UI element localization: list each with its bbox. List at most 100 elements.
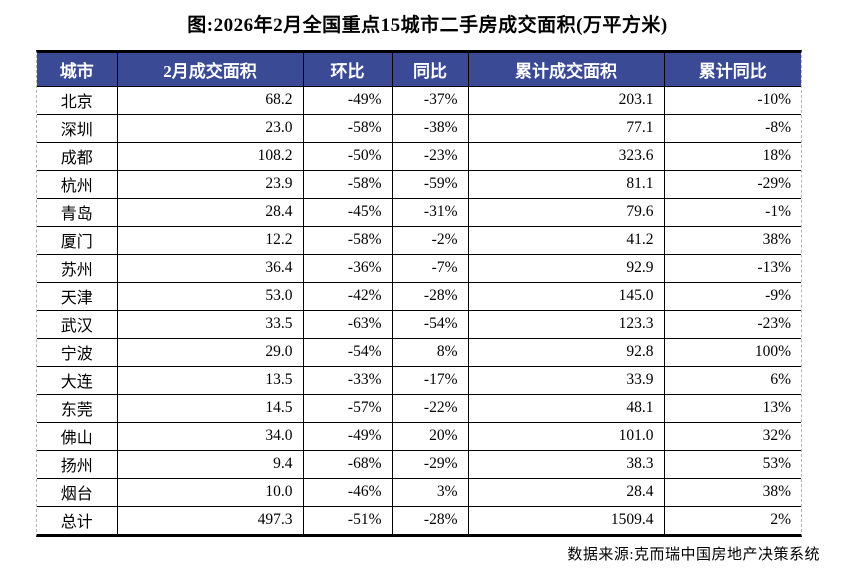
cell-yoy: 8% — [391, 337, 469, 367]
cell-cum-area: 203.1 — [467, 85, 665, 115]
cell-city: 武汉 — [37, 309, 118, 339]
data-table-wrapper: 城市 2月成交面积 环比 同比 累计成交面积 累计同比 北京 68.2 -49% -37% 203… — [36, 50, 802, 537]
table-row: 青岛 28.4 -45% -31% 79.6 -1% — [37, 197, 801, 227]
header-cell-city: 城市 — [37, 53, 118, 87]
cell-city: 成都 — [37, 141, 118, 171]
cell-cum-yoy: 6% — [663, 365, 801, 395]
cell-mom: -58% — [302, 169, 393, 199]
cell-city: 总计 — [37, 505, 118, 534]
cell-feb-area: 14.5 — [116, 393, 304, 423]
cell-feb-area: 34.0 — [116, 421, 304, 451]
cell-cum-yoy: 100% — [663, 337, 801, 367]
cell-cum-area: 92.8 — [467, 337, 665, 367]
table-row: 宁波 29.0 -54% 8% 92.8 100% — [37, 337, 801, 367]
cell-cum-area: 145.0 — [467, 281, 665, 311]
header-cell-yoy: 同比 — [391, 53, 469, 87]
cell-mom: -42% — [302, 281, 393, 311]
cell-feb-area: 29.0 — [116, 337, 304, 367]
cell-feb-area: 68.2 — [116, 85, 304, 115]
cell-cum-yoy: 53% — [663, 449, 801, 479]
cell-city: 宁波 — [37, 337, 118, 367]
cell-feb-area: 23.0 — [116, 113, 304, 143]
data-table: 城市 2月成交面积 环比 同比 累计成交面积 累计同比 北京 68.2 -49% -37% 203… — [37, 53, 801, 534]
cell-feb-area: 497.3 — [116, 505, 304, 534]
cell-city: 杭州 — [37, 169, 118, 199]
table-row: 杭州 23.9 -58% -59% 81.1 -29% — [37, 169, 801, 199]
cell-mom: -33% — [302, 365, 393, 395]
header-cell-cum-yoy: 累计同比 — [663, 53, 801, 87]
cell-cum-yoy: -23% — [663, 309, 801, 339]
cell-cum-yoy: 38% — [663, 225, 801, 255]
cell-mom: -51% — [302, 505, 393, 534]
cell-yoy: -29% — [391, 449, 469, 479]
cell-cum-yoy: 38% — [663, 477, 801, 507]
cell-city: 苏州 — [37, 253, 118, 283]
cell-mom: -49% — [302, 421, 393, 451]
page-title: 图:2026年2月全国重点15城市二手房成交面积(万平方米) — [187, 15, 668, 36]
cell-cum-area: 38.3 — [467, 449, 665, 479]
cell-yoy: -38% — [391, 113, 469, 143]
table-row-total: 总计 497.3 -51% -28% 1509.4 2% — [37, 505, 801, 534]
cell-mom: -63% — [302, 309, 393, 339]
cell-cum-yoy: -10% — [663, 85, 801, 115]
cell-yoy: -31% — [391, 197, 469, 227]
cell-feb-area: 108.2 — [116, 141, 304, 171]
cell-yoy: -23% — [391, 141, 469, 171]
cell-yoy: -17% — [391, 365, 469, 395]
cell-cum-area: 92.9 — [467, 253, 665, 283]
table-row: 天津 53.0 -42% -28% 145.0 -9% — [37, 281, 801, 311]
cell-mom: -57% — [302, 393, 393, 423]
cell-feb-area: 53.0 — [116, 281, 304, 311]
cell-cum-yoy: -13% — [663, 253, 801, 283]
cell-city: 厦门 — [37, 225, 118, 255]
cell-feb-area: 13.5 — [116, 365, 304, 395]
cell-mom: -50% — [302, 141, 393, 171]
table-row: 武汉 33.5 -63% -54% 123.3 -23% — [37, 309, 801, 339]
header-cell-mom: 环比 — [302, 53, 393, 87]
cell-cum-area: 81.1 — [467, 169, 665, 199]
table-header-row: 城市 2月成交面积 环比 同比 累计成交面积 累计同比 — [37, 53, 801, 87]
table-row: 佛山 34.0 -49% 20% 101.0 32% — [37, 421, 801, 451]
table-body: 北京 68.2 -49% -37% 203.1 -10% 深圳 23.0 -58% -38% 77.… — [37, 85, 801, 534]
table-row: 扬州 9.4 -68% -29% 38.3 53% — [37, 449, 801, 479]
cell-feb-area: 36.4 — [116, 253, 304, 283]
cell-cum-area: 77.1 — [467, 113, 665, 143]
cell-cum-area: 79.6 — [467, 197, 665, 227]
table-row: 成都 108.2 -50% -23% 323.6 18% — [37, 141, 801, 171]
cell-yoy: -22% — [391, 393, 469, 423]
cell-cum-yoy: 13% — [663, 393, 801, 423]
cell-feb-area: 23.9 — [116, 169, 304, 199]
cell-yoy: -2% — [391, 225, 469, 255]
table-row: 北京 68.2 -49% -37% 203.1 -10% — [37, 85, 801, 115]
cell-mom: -58% — [302, 225, 393, 255]
cell-yoy: 20% — [391, 421, 469, 451]
cell-yoy: -59% — [391, 169, 469, 199]
cell-yoy: -28% — [391, 281, 469, 311]
table-row: 大连 13.5 -33% -17% 33.9 6% — [37, 365, 801, 395]
cell-cum-area: 48.1 — [467, 393, 665, 423]
cell-cum-area: 323.6 — [467, 141, 665, 171]
cell-city: 北京 — [37, 85, 118, 115]
cell-cum-yoy: 18% — [663, 141, 801, 171]
cell-city: 东莞 — [37, 393, 118, 423]
cell-cum-yoy: -29% — [663, 169, 801, 199]
table-row: 苏州 36.4 -36% -7% 92.9 -13% — [37, 253, 801, 283]
cell-cum-yoy: -8% — [663, 113, 801, 143]
cell-city: 深圳 — [37, 113, 118, 143]
table-row: 烟台 10.0 -46% 3% 28.4 38% — [37, 477, 801, 507]
cell-city: 大连 — [37, 365, 118, 395]
table-row: 东莞 14.5 -57% -22% 48.1 13% — [37, 393, 801, 423]
cell-mom: -36% — [302, 253, 393, 283]
cell-yoy: -28% — [391, 505, 469, 534]
cell-cum-yoy: -9% — [663, 281, 801, 311]
cell-yoy: -37% — [391, 85, 469, 115]
cell-city: 天津 — [37, 281, 118, 311]
cell-mom: -68% — [302, 449, 393, 479]
cell-mom: -54% — [302, 337, 393, 367]
cell-yoy: -7% — [391, 253, 469, 283]
cell-feb-area: 10.0 — [116, 477, 304, 507]
table-row: 厦门 12.2 -58% -2% 41.2 38% — [37, 225, 801, 255]
table-row: 深圳 23.0 -58% -38% 77.1 -8% — [37, 113, 801, 143]
cell-city: 扬州 — [37, 449, 118, 479]
